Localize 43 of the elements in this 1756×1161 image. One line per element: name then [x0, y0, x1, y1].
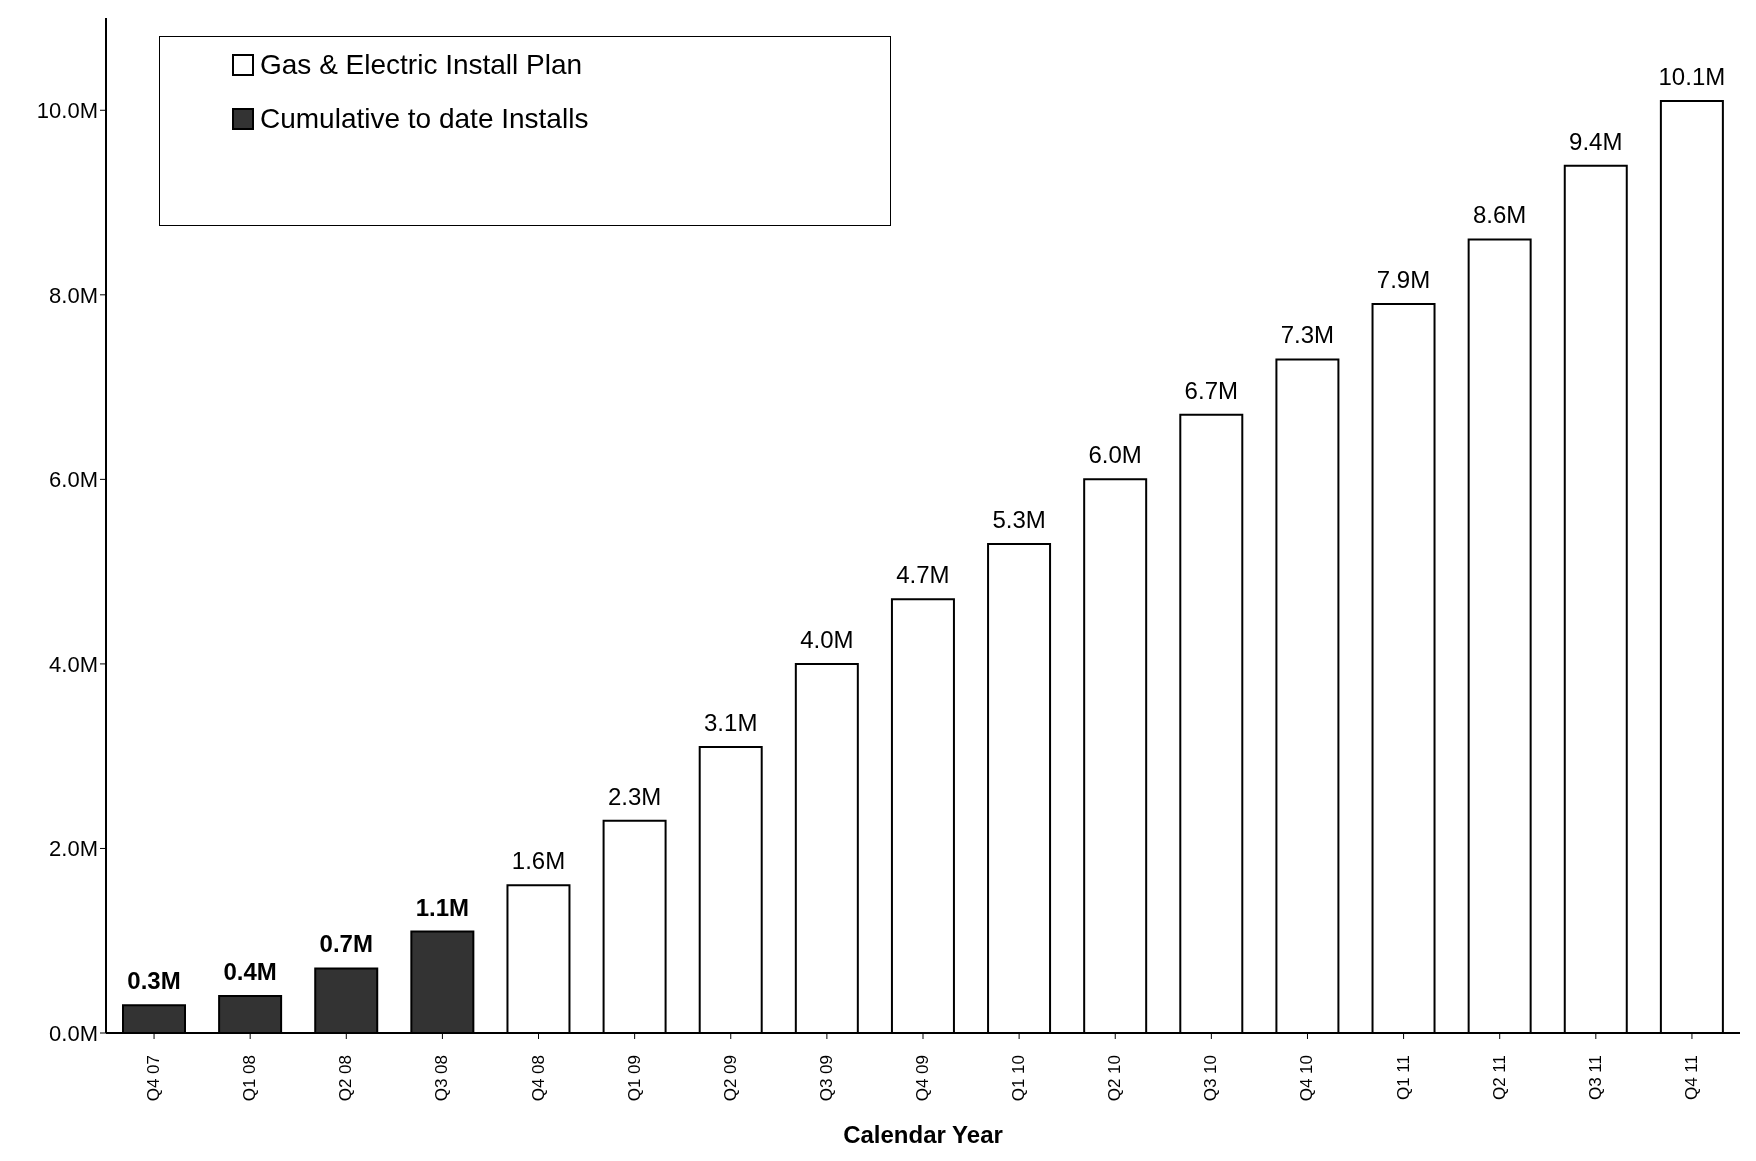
y-tick-label: 2.0M [49, 836, 98, 862]
x-tick-label: Q2 10 [1105, 1055, 1125, 1102]
data-label: 4.7M [896, 561, 950, 589]
legend-label: Cumulative to date Installs [260, 103, 589, 135]
data-label: 10.1M [1658, 63, 1726, 91]
data-label: 0.7M [319, 930, 373, 958]
data-label: 9.4M [1569, 127, 1623, 155]
x-tick-label: Q2 09 [720, 1055, 740, 1102]
x-tick-label: Q4 08 [528, 1055, 548, 1102]
data-label: 0.4M [223, 958, 277, 986]
x-tick-label: Q3 11 [1585, 1055, 1605, 1101]
y-tick-label: 10.0M [36, 98, 98, 124]
x-tick-label: Q1 09 [624, 1055, 644, 1102]
x-tick-label: Q3 08 [432, 1055, 452, 1102]
y-tick-label: 6.0M [49, 467, 98, 493]
x-tick-label: Q2 11 [1489, 1055, 1509, 1101]
y-tick-label: 4.0M [49, 651, 98, 677]
y-tick-label: 0.0M [49, 1020, 98, 1046]
data-label: 6.0M [1088, 441, 1142, 469]
data-label: 7.3M [1280, 321, 1335, 349]
x-tick-label: Q4 11 [1681, 1055, 1701, 1101]
data-label: 5.3M [992, 505, 1046, 533]
x-tick-label: Q3 09 [816, 1055, 836, 1102]
data-label: 2.3M [607, 782, 662, 810]
x-tick-label: Q1 10 [1009, 1055, 1029, 1102]
x-tick-label: Q4 10 [1297, 1055, 1317, 1102]
data-label: 0.3M [127, 967, 181, 995]
data-label: 6.7M [1184, 376, 1238, 404]
x-tick-label: Q1 11 [1393, 1055, 1413, 1101]
x-tick-label: Q4 09 [913, 1055, 932, 1102]
x-tick-label: Q4 07 [144, 1055, 164, 1102]
x-tick-label: Q2 08 [336, 1055, 356, 1102]
data-label: 8.6M [1472, 201, 1527, 229]
data-label: 7.9M [1376, 266, 1431, 294]
x-tick-label: Q1 08 [240, 1055, 260, 1102]
legend-label: Gas & Electric Install Plan [260, 49, 583, 81]
x-tick-label: Q3 10 [1201, 1055, 1221, 1102]
data-label: 4.0M [800, 625, 854, 653]
data-label: 1.1M [415, 893, 470, 921]
data-label: 3.1M [704, 708, 758, 736]
y-tick-label: 8.0M [49, 282, 98, 308]
x-axis-title: Calendar Year [843, 1121, 1003, 1148]
data-label: 1.6M [511, 847, 566, 875]
